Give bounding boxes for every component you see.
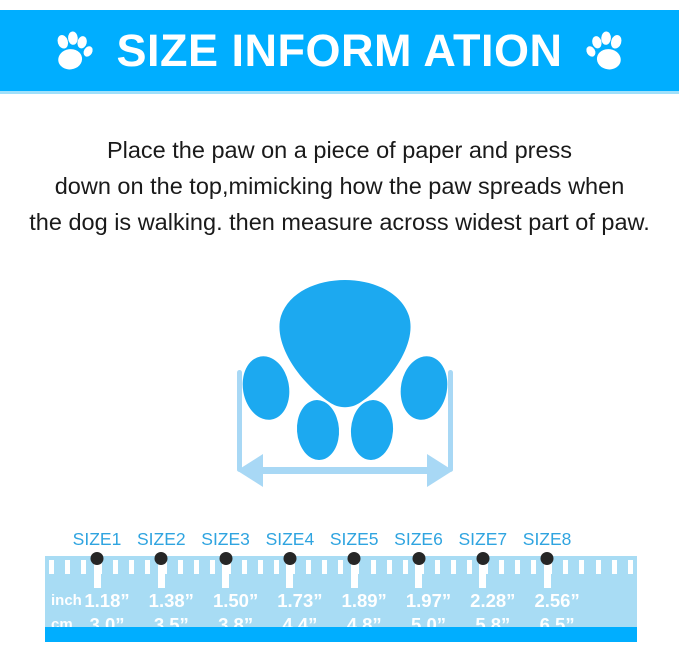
ruler-tick-minor [450, 560, 456, 574]
ruler-tick-minor [338, 560, 344, 574]
ruler-tick-minor [193, 560, 199, 574]
inch-value-3: 1.50” [212, 590, 259, 611]
inch-value-7: 2.28” [470, 590, 516, 611]
size-marker-dot [412, 552, 425, 565]
ruler-tick-minor [402, 560, 408, 574]
guide-line-left [237, 370, 242, 472]
ruler-tick-minor [49, 560, 54, 574]
row-label-inch: inch [51, 592, 82, 609]
size-ruler: inch cm 1.18” 3.0” 1.38” 3.5” 1.50” 3.8” 1.73”… [45, 552, 637, 642]
ruler-tick-major [479, 560, 487, 588]
paw-print-icon-left [49, 28, 95, 74]
ruler-tick-minor [466, 560, 472, 574]
ruler-tick-minor [515, 560, 521, 574]
ruler-tick-major [350, 560, 358, 588]
ruler-tick-minor [129, 560, 135, 574]
ruler-tick-minor [81, 560, 87, 574]
size-label-7: SIZE7 [458, 529, 508, 549]
ruler-tick-minor [595, 560, 601, 574]
ruler-tick-minor [579, 560, 585, 574]
ruler-tick-minor [145, 560, 151, 574]
size-label-5: SIZE5 [329, 529, 379, 549]
size-marker-dot [476, 552, 490, 565]
inch-value-6: 1.97” [405, 590, 452, 611]
ruler-tick-major [543, 560, 551, 588]
ruler-tick-minor [65, 560, 71, 574]
size-marker-dot [154, 552, 168, 565]
inch-value-8: 2.56” [534, 590, 580, 611]
size-label-4: SIZE4 [265, 529, 315, 549]
paw-toe-inner-left [296, 400, 340, 460]
inch-value-1: 1.18” [84, 590, 130, 611]
ruler-tick-minor [257, 560, 263, 574]
size-marker-dot [90, 552, 104, 565]
banner-underline [0, 91, 679, 94]
ruler-tick-minor [499, 560, 505, 574]
ruler-tick-minor [563, 560, 569, 574]
size-label-6: SIZE6 [394, 529, 443, 549]
size-marker-dot [283, 552, 297, 565]
ruler-tick-minor [370, 560, 376, 574]
ruler-tick-minor [611, 560, 617, 574]
ruler-tick-major [93, 560, 101, 588]
ruler-tick-minor [306, 560, 312, 574]
ruler-tick-minor [113, 560, 119, 574]
guide-line-right [448, 370, 453, 472]
width-measure-arrow [237, 454, 453, 487]
paw-center-pad [279, 280, 411, 408]
inch-value-5: 1.89” [341, 590, 387, 611]
size-label-8: SIZE8 [522, 529, 572, 549]
instruction-line-3: the dog is walking. then measure across … [29, 209, 650, 235]
paw-toe-outer-left [242, 356, 290, 420]
inch-value-2: 1.38” [148, 590, 194, 611]
ruler-tick-minor [177, 560, 183, 574]
ruler-tick-minor [274, 560, 280, 574]
paw-measurement-diagram [225, 262, 465, 497]
ruler-tick-minor [531, 560, 537, 574]
paw-toe-inner-right [350, 400, 394, 460]
ruler-tick-major [415, 560, 422, 588]
ruler-tick-major [222, 560, 230, 588]
ruler-bottom-bar [45, 627, 637, 642]
inch-value-4: 1.73” [277, 590, 323, 611]
header-banner: SIZE INFORM ATION [0, 10, 679, 91]
ruler-tick-minor [627, 560, 633, 574]
ruler-tick-major [286, 560, 294, 588]
size-label-3: SIZE3 [201, 529, 250, 549]
ruler-tick-minor [241, 560, 247, 574]
instruction-text: Place the paw on a piece of paper and pr… [0, 132, 679, 240]
instruction-line-2: down on the top,mimicking how the paw sp… [54, 173, 625, 199]
size-label-2: SIZE2 [136, 529, 186, 549]
ruler-tick-minor [386, 560, 392, 574]
paw-toe-outer-right [400, 356, 448, 420]
page-title: SIZE INFORM ATION [116, 25, 563, 76]
ruler-tick-major [157, 560, 165, 588]
size-marker-dot [219, 552, 233, 565]
size-marker-dot [347, 552, 361, 565]
ruler-tick-minor [434, 560, 440, 574]
instruction-line-1: Place the paw on a piece of paper and pr… [106, 137, 573, 163]
paw-print-icon-right [584, 28, 630, 74]
size-marker-dot [540, 552, 554, 565]
ruler-tick-minor [209, 560, 215, 574]
size-label-row: SIZE1 SIZE2 SIZE3 SIZE4 SIZE5 SIZE6 SIZE7 SIZE8 [45, 529, 637, 553]
ruler-tick-minor [322, 560, 328, 574]
size-label-1: SIZE1 [72, 529, 122, 549]
